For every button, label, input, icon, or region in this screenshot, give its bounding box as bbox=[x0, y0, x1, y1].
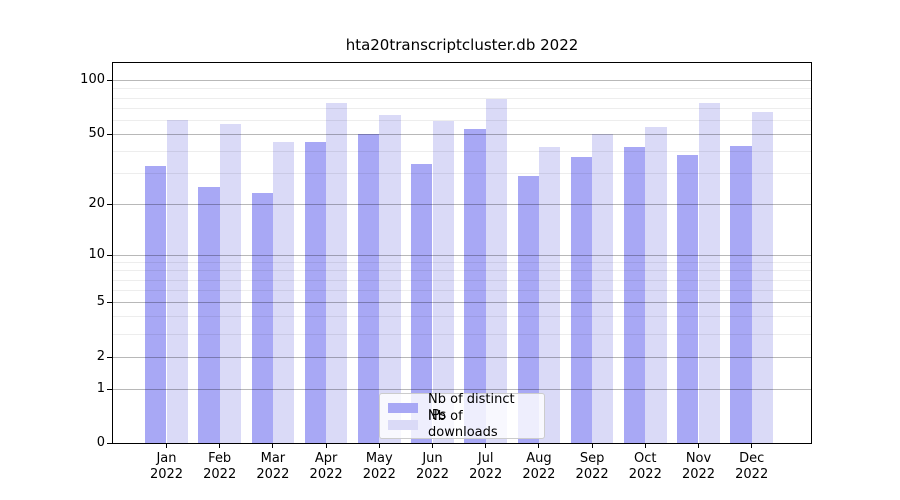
x-tick bbox=[644, 443, 646, 448]
legend-swatch bbox=[388, 402, 418, 413]
x-tick bbox=[166, 443, 167, 448]
minor-gridline bbox=[113, 98, 811, 99]
x-tick-label: May 2022 bbox=[362, 451, 396, 482]
bar-downloads-nov bbox=[698, 102, 720, 443]
bar-ips-dec bbox=[730, 145, 752, 443]
y-tick bbox=[107, 389, 113, 390]
chart-title: hta20transcriptcluster.db 2022 bbox=[345, 36, 579, 54]
legend-swatch bbox=[388, 419, 418, 430]
x-tick bbox=[485, 443, 487, 448]
minor-gridline bbox=[113, 334, 811, 335]
bar-downloads-apr bbox=[326, 102, 348, 443]
bar-ips-jan bbox=[145, 165, 167, 443]
x-tick-label: Oct 2022 bbox=[628, 451, 662, 482]
y-tick-label: 1 bbox=[96, 380, 105, 396]
plot-area: 0 1 2 5 10 20 50 100 Jan 2022 Feb 2022 Mar 2022 Ap… bbox=[80, 62, 812, 482]
bar-downloads-feb bbox=[219, 123, 241, 443]
major-gridline bbox=[113, 255, 811, 256]
x-tick-label: Mar 2022 bbox=[256, 451, 290, 482]
bar-ips-nov bbox=[677, 155, 699, 443]
y-tick-label: 0 bbox=[96, 435, 105, 450]
x-tick bbox=[591, 443, 593, 448]
bar-ips-mar bbox=[251, 193, 273, 443]
bar-ips-feb bbox=[198, 186, 220, 443]
y-tick bbox=[107, 134, 113, 135]
y-tick-label: 2 bbox=[96, 348, 105, 364]
major-gridline bbox=[113, 80, 811, 81]
x-tick-label: Sep 2022 bbox=[575, 451, 609, 482]
legend: Nb of distinct IPs Nb of downloads bbox=[379, 392, 545, 440]
minor-gridline bbox=[113, 262, 811, 263]
y-tick-label: 100 bbox=[80, 72, 105, 88]
minor-gridline bbox=[113, 316, 811, 317]
bar-downloads-mar bbox=[272, 142, 295, 443]
x-tick-label: Apr 2022 bbox=[309, 451, 343, 482]
major-gridline bbox=[113, 204, 811, 205]
x-tick-label: Jun 2022 bbox=[415, 451, 450, 482]
bar-ips-may bbox=[358, 133, 380, 443]
x-tick bbox=[219, 443, 221, 448]
minor-gridline bbox=[113, 280, 811, 281]
x-tick-label: Nov 2022 bbox=[681, 451, 716, 482]
bar-downloads-may bbox=[379, 114, 401, 443]
major-gridline bbox=[113, 389, 811, 390]
minor-gridline bbox=[113, 120, 811, 121]
bar-downloads-oct bbox=[645, 126, 667, 443]
minor-gridline bbox=[113, 151, 811, 152]
bar-downloads-sep bbox=[592, 133, 614, 443]
y-tick bbox=[107, 357, 113, 358]
x-tick-label: Jul 2022 bbox=[469, 451, 503, 482]
bar-downloads-jan bbox=[166, 119, 188, 443]
bar-downloads-dec bbox=[751, 112, 773, 443]
x-tick bbox=[325, 443, 327, 448]
y-tick-label: 5 bbox=[96, 294, 105, 310]
bar-ips-jul bbox=[464, 129, 486, 443]
x-tick-label: Feb 2022 bbox=[203, 451, 237, 482]
minor-gridline bbox=[113, 88, 811, 89]
y-tick-label: 10 bbox=[88, 246, 105, 262]
x-tick-label: Jan 2022 bbox=[149, 451, 184, 482]
x-tick-label: Aug 2022 bbox=[522, 451, 556, 482]
x-tick bbox=[378, 443, 380, 448]
x-tick bbox=[538, 443, 540, 448]
major-gridline bbox=[113, 357, 811, 358]
bar-downloads-aug bbox=[538, 147, 561, 443]
major-gridline bbox=[113, 302, 811, 303]
bar-downloads-jul bbox=[485, 98, 507, 443]
y-tick bbox=[107, 204, 113, 205]
x-tick-label: Dec 2022 bbox=[735, 451, 769, 482]
x-tick bbox=[751, 443, 753, 448]
bar-ips-apr bbox=[304, 142, 327, 443]
bar-ips-sep bbox=[570, 157, 593, 443]
y-tick-label: 50 bbox=[88, 125, 105, 141]
y-tick bbox=[107, 80, 113, 81]
legend-entry-downloads: Nb of downloads bbox=[388, 409, 536, 440]
bar-ips-jun bbox=[411, 163, 433, 443]
minor-gridline bbox=[113, 270, 811, 271]
bar-ips-aug bbox=[517, 175, 539, 443]
y-tick bbox=[107, 302, 113, 303]
y-tick-label: 20 bbox=[88, 195, 105, 211]
legend-label: Nb of distinct IPs bbox=[428, 391, 515, 423]
minor-gridline bbox=[113, 290, 811, 291]
legend-label: Nb of downloads bbox=[428, 408, 498, 440]
major-gridline bbox=[113, 134, 811, 135]
y-tick bbox=[107, 443, 113, 444]
minor-gridline bbox=[113, 173, 811, 174]
bar-downloads-jun bbox=[432, 121, 454, 443]
bar-ips-oct bbox=[624, 147, 646, 443]
x-tick bbox=[272, 443, 274, 448]
x-tick bbox=[432, 443, 433, 448]
legend-entry-distinct-ips: Nb of distinct IPs bbox=[388, 392, 536, 423]
minor-gridline bbox=[113, 108, 811, 109]
x-tick bbox=[698, 443, 699, 448]
y-tick bbox=[107, 255, 113, 256]
